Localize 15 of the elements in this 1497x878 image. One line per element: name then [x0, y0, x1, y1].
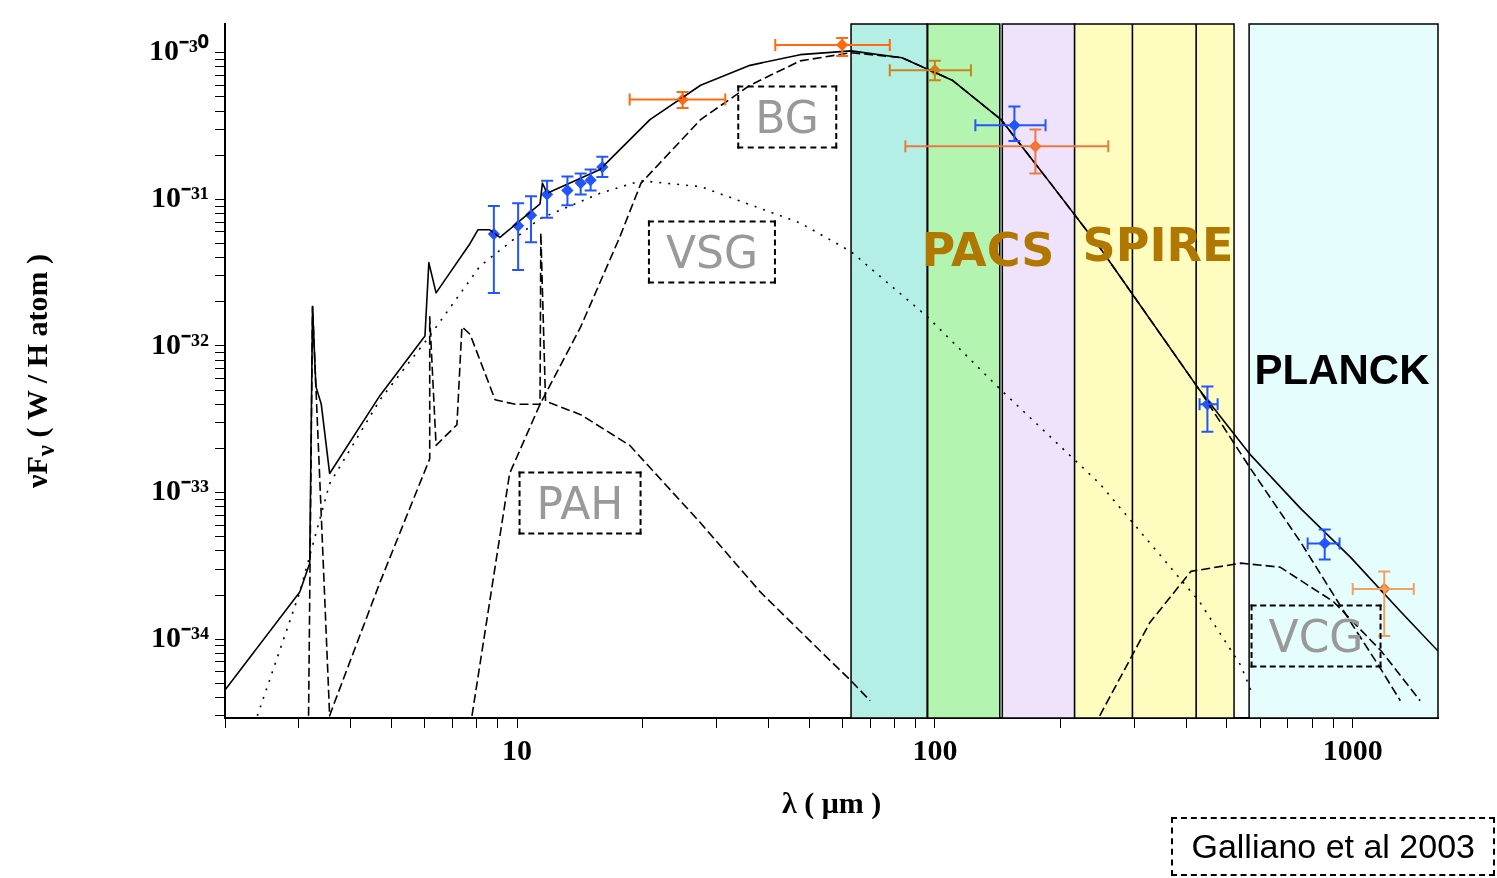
y-tick-label: 10⁻³² — [151, 326, 209, 360]
dashed-frame: VCG — [1250, 604, 1382, 668]
annotation: PLANCK — [1254, 346, 1430, 394]
x-tick-label: 10 — [502, 732, 533, 766]
y-tick-label: 10⁻³⁴ — [151, 619, 209, 653]
x-tick-label: 100 — [912, 732, 958, 766]
y-tick-label: 10⁻³⁰ — [149, 33, 209, 67]
x-axis-title: λ ( μm ) — [782, 786, 882, 820]
dashed-frame: VSG — [647, 220, 777, 284]
y-tick-label: 10⁻³¹ — [151, 180, 209, 214]
dashed-frame: BG — [737, 85, 837, 149]
x-tick-label: 1000 — [1322, 732, 1383, 766]
dashed-frame: PAH — [518, 471, 642, 535]
y-tick-label: 10⁻³³ — [151, 473, 209, 507]
dashed-frame: Galliano et al 2003 — [1171, 817, 1495, 876]
